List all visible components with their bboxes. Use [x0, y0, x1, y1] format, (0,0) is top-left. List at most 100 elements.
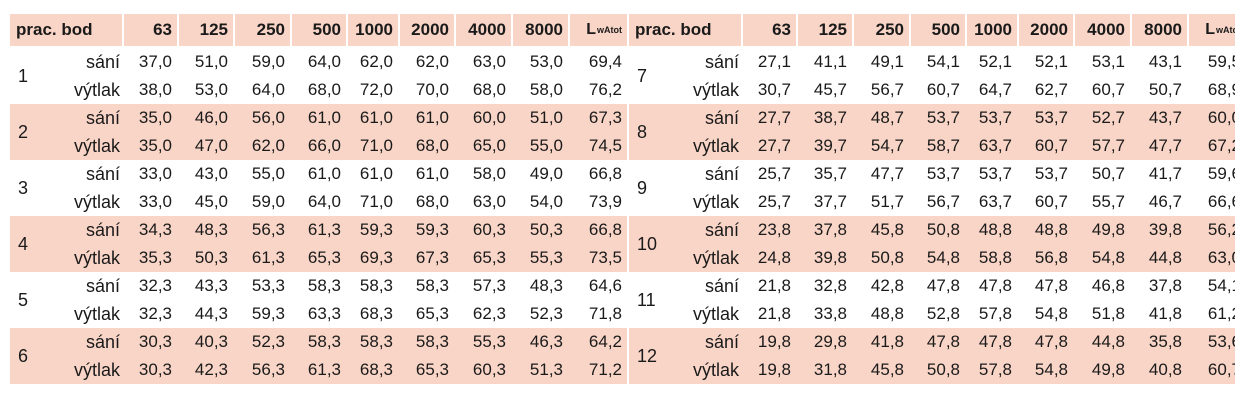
- point-group: 8 sání 27,7 38,7 48,7 53,7 53,7 53,7 52,7 43,7 60,…: [629, 104, 1235, 160]
- value-cell: 67,3: [570, 104, 627, 132]
- row-label: sání: [72, 216, 122, 244]
- value-cell: 63,0: [472, 52, 506, 71]
- value-cell: 64,0: [251, 80, 285, 99]
- value-cell: 53,0: [529, 52, 563, 71]
- header-frequency: 1000: [967, 14, 1017, 46]
- value-cell: 33,8: [813, 304, 847, 323]
- value-cell: 47,8: [978, 276, 1012, 295]
- value-cell: 49,8: [1075, 216, 1130, 244]
- value-cell: 54,8: [911, 244, 965, 272]
- value-cell: 62,0: [415, 52, 449, 71]
- header-point-label: prac. bod: [10, 14, 122, 46]
- value-cell: 34,3: [124, 216, 177, 244]
- header-frequency: 2000: [400, 14, 454, 46]
- value-cell: 56,3: [235, 216, 290, 244]
- value-cell: 33,0: [138, 192, 172, 211]
- row-label: sání: [691, 328, 741, 356]
- value-cell: 53,7: [978, 164, 1012, 183]
- value-cell: 59,3: [348, 216, 398, 244]
- value-cell: 47,0: [179, 132, 233, 160]
- point-number: 5: [18, 289, 29, 310]
- value-cell: 63,7: [978, 192, 1012, 211]
- header-frequency: 4000: [456, 14, 511, 46]
- value-cell: 48,8: [967, 216, 1017, 244]
- value-cell: 63,0: [472, 192, 506, 211]
- row-label: výtlak: [73, 303, 120, 324]
- header-frequency: 125: [179, 14, 233, 46]
- value-cell: 59,5: [1207, 52, 1235, 71]
- value-cell: 68,3: [359, 304, 393, 323]
- value-cell: 60,7: [1091, 80, 1125, 99]
- value-cell: 39,8: [1132, 216, 1187, 244]
- value-cell: 52,3: [529, 304, 563, 323]
- row-label: výtlak: [692, 191, 739, 212]
- value-cell: 67,2: [1189, 132, 1235, 160]
- value-cell: 64,0: [307, 52, 341, 71]
- value-cell: 40,8: [1132, 356, 1187, 384]
- point-group: 2 sání 35,0 46,0 56,0 61,0 61,0 61,0 60,0 51,0 67,…: [10, 104, 627, 160]
- point-number: 8: [629, 104, 689, 160]
- value-cell: 59,0: [251, 52, 285, 71]
- row-label: výtlak: [73, 79, 120, 100]
- value-cell: 21,8: [757, 276, 791, 295]
- value-cell: 56,8: [1019, 244, 1073, 272]
- value-cell: 60,3: [456, 216, 511, 244]
- value-cell: 46,3: [513, 328, 568, 356]
- value-cell: 59,6: [1207, 164, 1235, 183]
- value-cell: 62,0: [235, 132, 290, 160]
- value-cell: 56,7: [870, 80, 904, 99]
- header-total-main: L: [586, 21, 596, 38]
- row-label: sání: [704, 163, 739, 184]
- row-label: výtlak: [691, 244, 741, 272]
- value-cell: 69,3: [348, 244, 398, 272]
- value-cell: 27,1: [757, 52, 791, 71]
- value-cell: 54,1: [926, 52, 960, 71]
- value-cell: 38,7: [798, 104, 852, 132]
- point-group: 1 sání 37,0 51,0 59,0 64,0 62,0 62,0 63,0 53,0 69,…: [10, 48, 627, 104]
- value-cell: 51,3: [513, 356, 568, 384]
- value-cell: 50,8: [854, 244, 909, 272]
- value-cell: 45,0: [194, 192, 228, 211]
- row-label: sání: [691, 104, 741, 132]
- value-cell: 53,7: [1034, 164, 1068, 183]
- value-cell: 66,0: [292, 132, 346, 160]
- value-cell: 60,3: [456, 356, 511, 384]
- point-number: 10: [629, 216, 689, 272]
- value-cell: 58,3: [348, 328, 398, 356]
- value-cell: 64,6: [588, 276, 622, 295]
- header-total-sub: wAtot: [597, 25, 622, 35]
- value-cell: 61,3: [292, 356, 346, 384]
- value-cell: 68,0: [307, 80, 341, 99]
- header-frequency: 500: [292, 14, 346, 46]
- value-cell: 51,0: [513, 104, 568, 132]
- header-point-label: prac. bod: [629, 14, 741, 46]
- value-cell: 53,7: [926, 164, 960, 183]
- header-frequency: 250: [235, 14, 290, 46]
- value-cell: 37,7: [813, 192, 847, 211]
- value-cell: 43,0: [194, 164, 228, 183]
- value-cell: 47,7: [870, 164, 904, 183]
- value-cell: 41,8: [854, 328, 909, 356]
- value-cell: 29,8: [798, 328, 852, 356]
- header-frequency: 63: [124, 14, 177, 46]
- value-cell: 60,7: [1019, 132, 1073, 160]
- value-cell: 47,8: [967, 328, 1017, 356]
- value-cell: 65,0: [456, 132, 511, 160]
- value-cell: 50,3: [179, 244, 233, 272]
- value-cell: 60,7: [1034, 192, 1068, 211]
- value-cell: 27,7: [743, 104, 796, 132]
- value-cell: 71,2: [570, 356, 627, 384]
- value-cell: 25,7: [757, 164, 791, 183]
- value-cell: 76,2: [588, 80, 622, 99]
- value-cell: 48,3: [529, 276, 563, 295]
- value-cell: 44,8: [1075, 328, 1130, 356]
- value-cell: 58,3: [307, 276, 341, 295]
- value-cell: 32,8: [813, 276, 847, 295]
- value-cell: 43,7: [1132, 104, 1187, 132]
- value-cell: 66,8: [588, 164, 622, 183]
- header-frequency: 2000: [1019, 14, 1073, 46]
- value-cell: 50,8: [911, 216, 965, 244]
